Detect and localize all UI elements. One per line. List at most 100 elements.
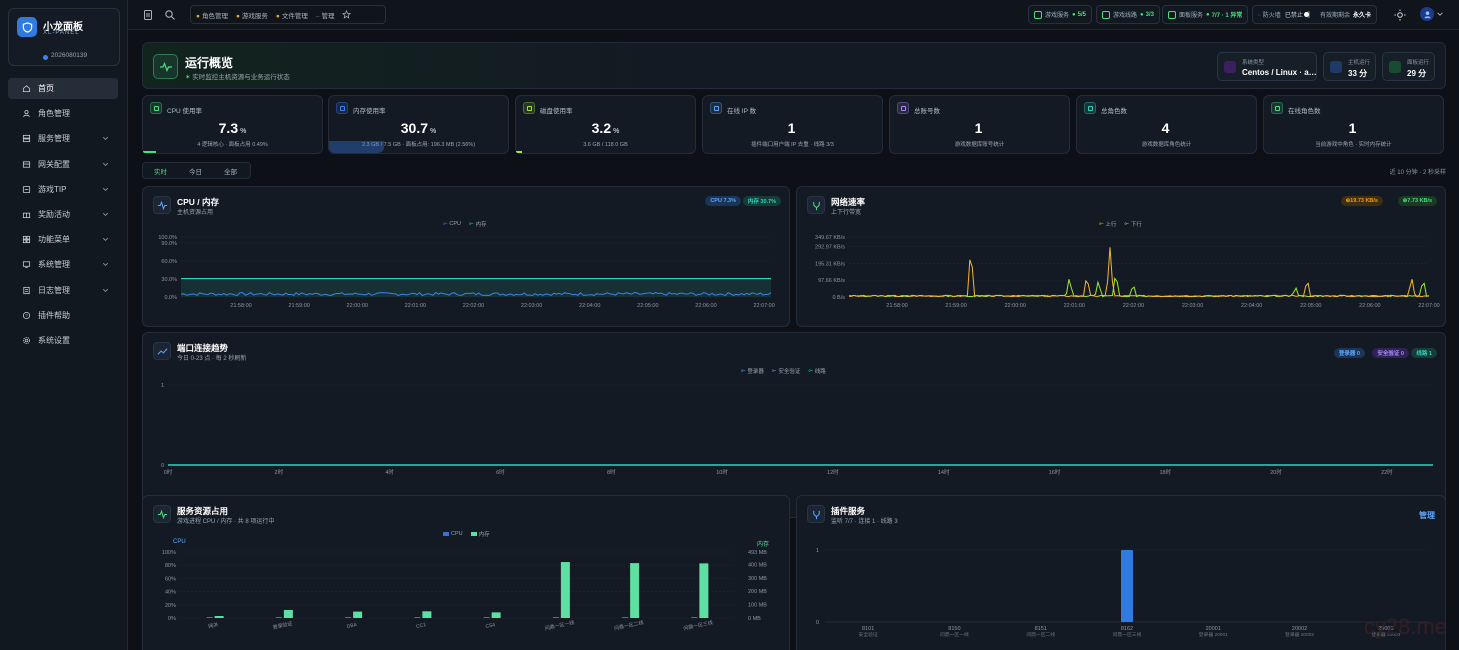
metric-value: 4 [1161,120,1170,136]
y-tick-label-right: 0 MB [748,616,761,622]
search-icon[interactable] [164,9,176,21]
legend-item[interactable]: ⟜ 下行 [1124,220,1142,229]
x-tick-label: 0时 [164,468,173,476]
y-tick-label: 1 [161,383,164,389]
x-sub-label: 问鼎一区三线 [1113,631,1142,638]
range-option[interactable]: 实时 [154,168,167,176]
document-icon[interactable] [142,9,154,21]
metric-card: 在线 IP 数 1 插件端口用户端 IP 去重 · 线路 3/3 [702,95,883,154]
sidebar-item[interactable]: ? 插件帮助 [8,305,118,326]
svg-text:?: ? [25,313,28,318]
memory-badge: 内存 30.7% [742,196,781,206]
plugin-service-panel: 插件服务 监听 7/7 · 连接 1 · 线路 3 管理 1 0 8101 安全验证 8… [796,495,1446,650]
cpu-line [180,291,772,297]
y-tick-label: 292.97 KB/s [815,245,845,251]
legend-item[interactable]: ⟜ 登录器 [741,367,764,376]
trend-icon [153,342,171,360]
range-option[interactable]: 全部 [224,168,237,176]
route-icon [1102,10,1110,19]
manage-link[interactable]: 管理 [1419,511,1435,520]
sidebar-item[interactable]: 服务管理 [8,128,118,149]
firewall-toggle[interactable] [1303,11,1310,18]
memory-bar [630,563,640,618]
sidebar-item[interactable]: 首页 [8,78,118,99]
system-icon [22,260,31,269]
x-tick-label: 问鼎一区二线 [613,619,644,632]
quick-tab[interactable]: ● 游戏服务 [235,12,268,20]
quick-tab[interactable]: ● 角色管理 [196,12,228,20]
y-tick-label: 0 B/s [832,295,845,301]
star-icon[interactable] [342,10,352,19]
y-tick-label: 0.0% [164,295,177,301]
legend-item[interactable]: ⟜ CPU [443,220,462,228]
y-tick-label: 0% [168,616,176,622]
stat-panel-service[interactable]: 面板服务 ● 7/7 · 1 异常 [1162,5,1249,24]
cpu-memory-panel: CPU / 内存 主机资源占用 CPU 7.3% 内存 30.7% ⟜ CPU ⟜… [142,186,790,327]
cpu-bar [206,617,213,618]
metric-card: 总角色数 4 游戏数据库角色统计 [1076,95,1257,154]
metric-progress-bar [516,151,522,153]
panel-subtitle: 上下行带宽 [831,210,862,216]
sidebar-item[interactable]: 角色管理 [8,103,118,124]
os-info: 系统类型 Centos / Linux · a… [1217,52,1317,81]
monitor-icon [1224,61,1236,73]
line-badge: 线路 1 [1411,348,1437,358]
legend-item[interactable]: ⟜ 安全验证 [771,367,801,376]
sidebar-item[interactable]: 网关配置 [8,154,118,175]
x-tick-label: 16时 [1049,468,1061,476]
sidebar-item[interactable]: 功能菜单 [8,229,118,250]
y-tick-label: 100.0% [158,235,177,241]
metric-value: 7.3% [218,120,247,136]
quick-tab[interactable]: ● 文件管理 [275,12,308,20]
x-tick-label: 登录验证 [272,620,293,631]
legend-item[interactable]: CPU [443,530,463,538]
memory-bar [353,611,363,618]
sidebar-item[interactable]: 奖励活动 [8,204,118,225]
tab-dot-icon: ● [235,12,240,20]
upload-line [848,247,1430,298]
sidebar-item[interactable]: 游戏TIP [8,179,118,200]
x-tick-label: 21:58:00 [886,303,907,309]
chart-legend: ⟜ 登录器 ⟜ 安全验证 ⟜ 线路 [741,367,826,376]
x-tick-label: 8151 [1035,626,1047,632]
y-tick-label: 30.0% [161,277,177,283]
cpu-bar [622,617,629,618]
x-tick-label: 22:02:00 [1123,303,1144,309]
x-tick-label: 问鼎一区一线 [544,619,575,632]
sidebar-item-label: 服务管理 [38,134,70,144]
tab-dot-icon: ● [275,12,280,20]
quick-tab[interactable]: – 管理 [315,12,335,20]
metric-footnote: 2.3 GB / 7.5 GB · 面板占用: 196.3 MB (2.56%) [361,142,476,148]
legend-item[interactable]: 内存 [470,530,490,538]
x-sub-label: 登录器 20002 [1285,631,1314,638]
clock-icon [1330,61,1342,73]
x-tick-label: 22:07:00 [1418,303,1439,309]
metric-label: 总账号数 [914,108,940,115]
sidebar-item[interactable]: 日志管理 [8,280,118,301]
sidebar-item[interactable]: 系统管理 [8,254,118,275]
range-option[interactable]: 今日 [189,168,202,176]
server-icon [1034,10,1042,19]
legend-item[interactable]: ⟜ 内存 [469,220,487,229]
avatar[interactable] [1420,7,1434,21]
stat-game-service[interactable]: 游戏服务 ● 5/5 [1028,5,1092,24]
download-icon: ⊕ [1402,198,1408,204]
x-tick-label: 22:06:00 [695,303,716,309]
memory-bar [560,562,570,618]
brand-subtitle: XL-PANEL [43,30,80,36]
y-tick-label-right: 493 MB [748,550,767,556]
theme-sun-icon[interactable] [1394,9,1406,21]
settings-icon [22,336,31,345]
legend-item[interactable]: ⟜ 上行 [1099,220,1117,229]
chart-legend: ⟜ 上行 ⟜ 下行 [1099,220,1142,229]
sidebar-item[interactable]: 系统设置 [8,330,118,351]
stat-game-lines[interactable]: 游戏线路 ● 3/3 [1096,5,1160,24]
x-tick-label: 18时 [1159,468,1171,476]
x-tick-label: 22:02:00 [463,303,484,309]
tab-dash-icon: – [315,12,320,20]
port-chart: 1 00时 2时 4时 6时 8时 10时 12时 14时 16时 18时 20时 22时 [161,383,1433,476]
metric-footnote: 游戏数据库账号统计 [954,142,1005,148]
legend-item[interactable]: ⟜ 线路 [808,367,826,376]
sidebar-item-label: 首页 [38,84,54,93]
chevron-down-icon[interactable] [1436,10,1444,18]
